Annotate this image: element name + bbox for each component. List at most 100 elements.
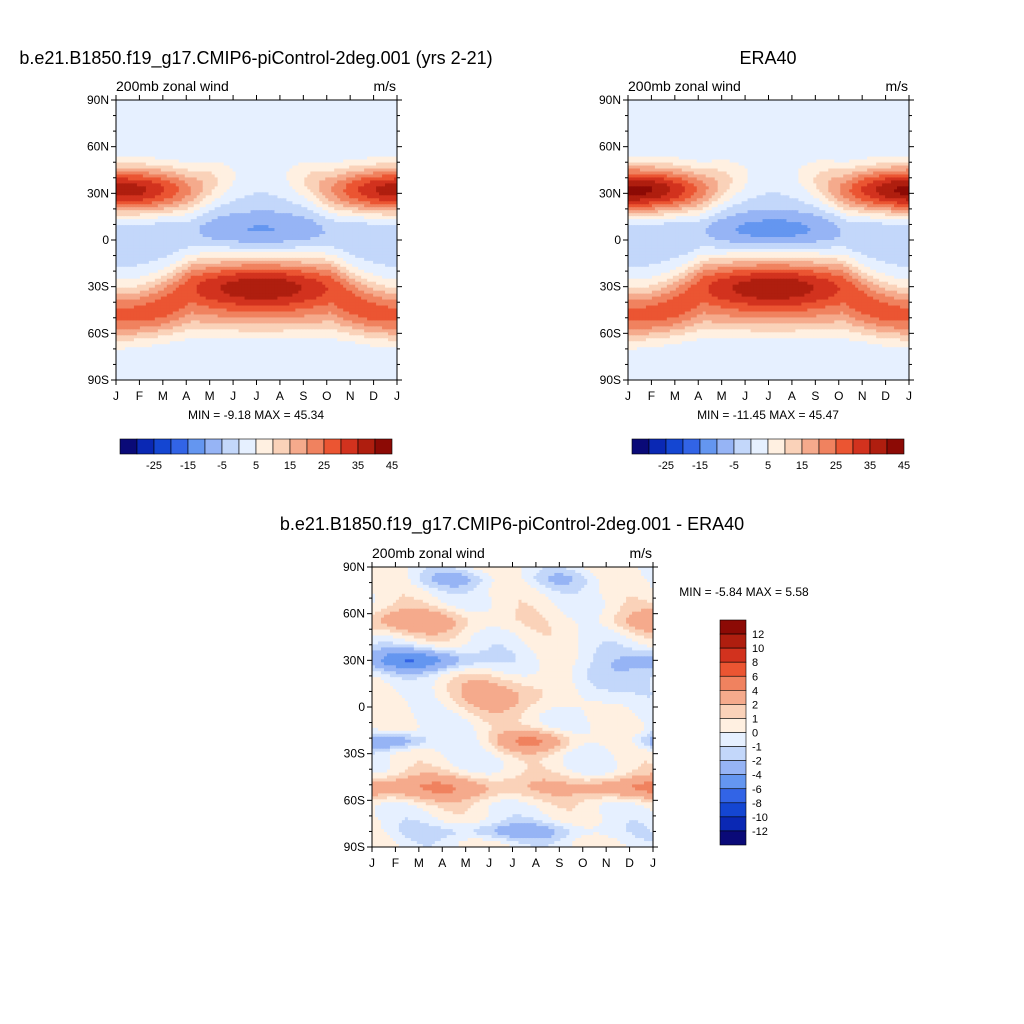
contour-cell [355,237,359,241]
contour-cell [116,231,120,235]
contour-cell [367,254,371,259]
contour-cell [163,186,168,190]
contour-cell [307,138,311,143]
contour-cell [343,123,347,128]
contour-cell [133,183,138,187]
contour-cell [184,192,189,196]
contour-cell [154,237,159,241]
contour-cell [178,150,183,155]
contour-cell [139,204,144,208]
contour-cell [220,126,225,131]
contour-cell [127,248,132,253]
contour-cell [352,216,356,220]
contour-cell [220,174,225,179]
contour-cell [253,225,258,229]
contour-cell [367,189,371,193]
contour-cell [304,189,308,193]
contour-cell [193,228,198,232]
contour-cell [376,126,380,131]
contour-cell [388,132,392,137]
contour-cell [247,126,252,131]
contour-cell [301,180,305,185]
contour-cell [310,242,314,247]
contour-cell [265,100,270,104]
contour-cell [232,219,237,223]
contour-cell [172,183,177,187]
contour-cell [271,186,276,190]
contour-cell [184,144,189,149]
contour-cell [340,117,344,122]
contour-cell [208,240,213,244]
contour-cell [310,129,314,134]
contour-cell [253,240,258,244]
contour-cell [313,248,317,253]
contour-cell [127,234,132,238]
contour-cell [214,165,219,170]
contour-cell [142,153,147,158]
contour-cell [295,105,299,110]
contour-cell [139,102,144,107]
contour-cell [295,201,299,205]
contour-cell [196,186,201,190]
contour-cell [352,141,356,146]
contour-cell [250,150,255,155]
contour-cell [244,234,249,238]
contour-cell [301,251,305,256]
contour-cell [334,156,338,161]
contour-cell [121,171,126,176]
contour-cell [391,213,395,217]
contour-cell [322,141,326,146]
contour-cell [190,204,195,208]
contour-cell [391,222,395,226]
contour-cell [277,192,282,196]
contour-cell [217,120,222,125]
contour-cell [193,213,198,217]
contour-cell [319,114,323,119]
contour-cell [196,234,201,238]
contour-cell [382,180,386,185]
contour-cell [310,168,314,173]
contour-cell [178,219,183,223]
contour-cell [199,228,204,232]
contour-cell [202,100,207,104]
contour-cell [271,213,276,217]
contour-cell [145,192,150,196]
contour-cell [202,219,207,223]
contour-cell [373,114,377,119]
contour-cell [382,192,386,196]
contour-cell [319,254,323,259]
contour-cell [256,213,261,217]
contour-cell [301,216,305,220]
contour-cell [166,174,171,179]
contour-cell [265,126,270,131]
contour-cell [148,108,153,113]
contour-cell [265,198,270,202]
contour-cell [190,102,195,107]
contour-cell [328,138,332,143]
contour-cell [304,141,308,146]
contour-cell [250,123,255,128]
contour-cell [247,135,252,140]
contour-cell [121,231,126,235]
contour-cell [355,117,359,122]
contour-cell [358,132,362,137]
contour-cell [280,222,284,226]
contour-cell [385,183,389,187]
contour-cell [346,114,350,119]
contour-cell [394,234,397,238]
contour-cell [310,177,314,182]
contour-cell [116,138,120,143]
contour-cell [289,225,293,229]
contour-cell [265,141,270,146]
contour-cell [148,165,153,170]
contour-cell [334,159,338,164]
contour-cell [247,213,252,217]
contour-cell [316,180,320,185]
contour-cell [301,237,305,241]
contour-cell [298,135,302,140]
contour-cell [211,201,216,205]
contour-cell [172,228,177,232]
contour-cell [295,177,299,182]
contour-cell [388,165,392,170]
contour-cell [367,144,371,149]
